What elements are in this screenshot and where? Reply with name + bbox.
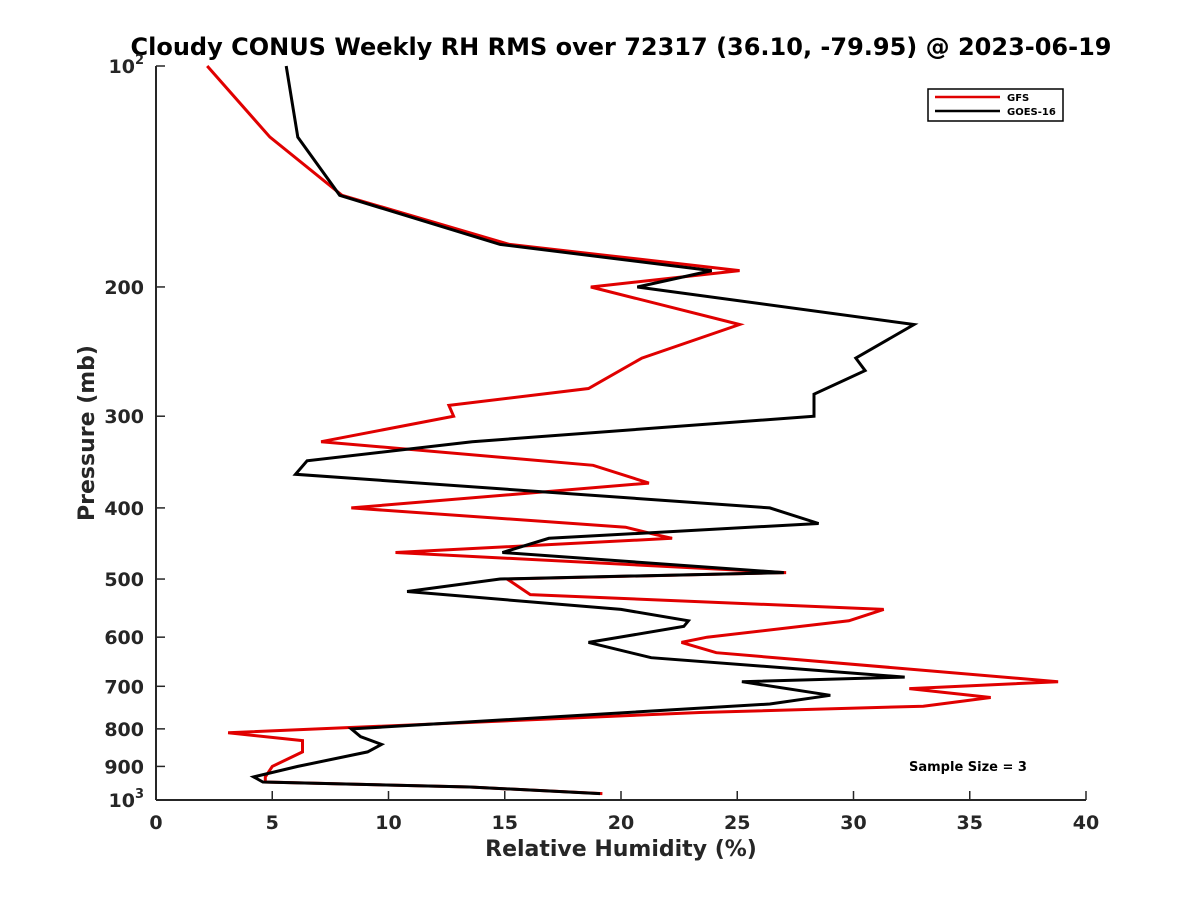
x-tick-label: 25: [724, 812, 750, 834]
y-axis-label: Pressure (mb): [75, 345, 100, 521]
y-tick-label: 800: [104, 719, 144, 741]
y-axis-ticks: 102 200 300 400 500 600 700 800 900 103: [104, 53, 165, 812]
x-tick-label: 5: [266, 812, 279, 834]
chart-title: Cloudy CONUS Weekly RH RMS over 72317 (3…: [131, 33, 1112, 61]
y-tick-label: 900: [104, 756, 144, 778]
x-tick-label: 10: [375, 812, 401, 834]
y-tick-label: 700: [104, 676, 144, 698]
y-tick-label: 400: [104, 498, 144, 520]
x-tick-label: 20: [608, 812, 634, 834]
x-tick-label: 30: [840, 812, 866, 834]
y-tick-label: 200: [104, 277, 144, 299]
y-tick-label: 500: [104, 569, 144, 591]
legend-label-gfs: GFS: [1007, 93, 1029, 104]
x-axis-ticks: 0 5 10 15 20 25 30 35 40: [149, 791, 1099, 834]
y-tick-label: 300: [104, 406, 144, 428]
y-tick-label: 103: [109, 787, 145, 812]
sample-size-annotation: Sample Size = 3: [909, 760, 1027, 775]
series-layer: [206, 65, 1059, 796]
x-tick-label: 15: [492, 812, 518, 834]
x-axis-label: Relative Humidity (%): [485, 837, 757, 862]
x-tick-label: 0: [149, 812, 162, 834]
y-tick-label: 102: [109, 53, 145, 78]
x-tick-label: 35: [957, 812, 983, 834]
legend: GFS GOES-16: [927, 88, 1064, 122]
legend-label-goes16: GOES-16: [1007, 107, 1056, 118]
legend-box: [927, 88, 1064, 122]
y-tick-label: 600: [104, 627, 144, 649]
plot-area: 0 5 10 15 20 25 30 35 40 102 200 300 400 500 600 700 80…: [104, 53, 1099, 834]
x-tick-label: 40: [1073, 812, 1099, 834]
series-line-goes16: [249, 65, 919, 796]
